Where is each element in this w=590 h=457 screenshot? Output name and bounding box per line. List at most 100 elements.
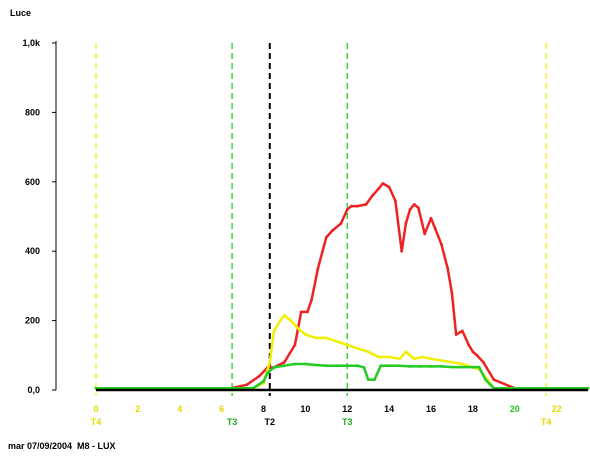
marker-label-3: T3	[342, 417, 353, 427]
series-0-point-12	[325, 236, 328, 239]
x-tick-label-6: 12	[342, 404, 352, 414]
series-2-point-15	[373, 378, 376, 381]
series-2-point-3	[266, 371, 269, 374]
series-1-point-21	[421, 356, 424, 359]
series-0-point-13	[331, 229, 334, 232]
series-2-point-4	[273, 366, 276, 369]
marker-label-4: T4	[541, 417, 552, 427]
series-2-point-20	[419, 365, 422, 368]
x-tick-label-4: 8	[261, 404, 266, 414]
series-2-point-5	[283, 364, 286, 367]
series-1-point-10	[314, 337, 317, 340]
series-2-point-24	[461, 366, 464, 369]
series-1-point-4	[273, 330, 276, 333]
series-0-point-8	[300, 311, 303, 314]
y-tick-label-4: 800	[25, 107, 40, 117]
x-tick-label-1: 2	[135, 404, 140, 414]
series-0-point-27	[413, 203, 416, 206]
series-0-point-38	[471, 350, 474, 353]
series-2-point-26	[478, 366, 481, 369]
series-1-point-22	[430, 357, 433, 360]
series-0-point-17	[356, 205, 359, 208]
series-1-point-9	[304, 333, 307, 336]
x-tick-label-3: 6	[219, 404, 224, 414]
series-2-point-11	[346, 364, 349, 367]
series-0-point-25	[404, 222, 407, 225]
series-0-point-9	[306, 311, 309, 314]
y-tick-label-5: 1,0k	[22, 38, 41, 48]
series-2-point-16	[379, 364, 382, 367]
series-0-point-36	[461, 330, 464, 333]
series-1-point-14	[356, 347, 359, 350]
series-0-point-26	[409, 208, 412, 211]
series-2-point-10	[335, 364, 338, 367]
series-2-point-17	[388, 364, 391, 367]
series-2-point-12	[356, 364, 359, 367]
series-line-0	[96, 184, 588, 389]
series-0-point-7	[293, 343, 296, 346]
series-1-point-11	[325, 337, 328, 340]
series-0-point-19	[371, 194, 374, 197]
series-0-point-37	[467, 343, 470, 346]
series-2-point-7	[304, 363, 307, 366]
series-0-point-39	[476, 354, 479, 357]
series-1-point-7	[289, 319, 292, 322]
series-1-point-23	[440, 359, 443, 362]
series-2-point-8	[314, 364, 317, 367]
series-0-point-30	[430, 217, 433, 220]
x-tick-label-2: 4	[177, 404, 182, 414]
x-tick-label-10: 20	[510, 404, 520, 414]
marker-label-0: T4	[91, 417, 102, 427]
series-0-point-29	[423, 232, 426, 235]
series-0-point-3	[258, 375, 261, 378]
series-1-point-6	[283, 314, 286, 317]
marker-label-1: T3	[227, 417, 238, 427]
series-0-point-20	[377, 187, 380, 190]
series-0-point-41	[492, 378, 495, 381]
y-tick-label-3: 600	[25, 177, 40, 187]
series-0-point-21	[381, 182, 384, 185]
series-2-point-27	[484, 378, 487, 381]
x-tick-label-11: 22	[552, 404, 562, 414]
series-0-point-16	[350, 205, 353, 208]
series-line-1	[96, 315, 588, 388]
series-0-point-18	[365, 203, 368, 206]
x-tick-label-0: 0	[93, 404, 98, 414]
series-1-point-16	[377, 356, 380, 359]
series-0-point-23	[394, 199, 397, 202]
series-1-point-3	[268, 361, 271, 364]
series-2-point-2	[262, 380, 265, 383]
marker-label-2: T2	[265, 417, 276, 427]
series-1-point-5	[279, 319, 282, 322]
series-2-point-6	[293, 363, 296, 366]
series-1-point-25	[461, 363, 464, 366]
series-0-point-14	[340, 222, 343, 225]
x-tick-label-5: 10	[300, 404, 310, 414]
series-2-point-23	[451, 366, 454, 369]
series-2-point-18	[398, 364, 401, 367]
series-0-point-11	[317, 267, 320, 270]
x-tick-label-8: 16	[426, 404, 436, 414]
series-1-point-13	[346, 343, 349, 346]
series-1-point-20	[413, 357, 416, 360]
series-0-point-28	[417, 206, 420, 209]
series-2-point-14	[367, 378, 370, 381]
series-1-point-15	[367, 350, 370, 353]
series-0-point-10	[310, 298, 313, 301]
series-0-point-40	[482, 361, 485, 364]
x-tick-label-9: 18	[468, 404, 478, 414]
series-2-point-9	[325, 364, 328, 367]
series-1-point-18	[398, 357, 401, 360]
series-2-point-13	[363, 366, 366, 369]
series-0-point-2	[245, 383, 248, 386]
series-2-point-22	[440, 365, 443, 368]
series-2-point-25	[471, 366, 474, 369]
series-0-point-6	[283, 361, 286, 364]
series-2-point-21	[430, 365, 433, 368]
series-1-point-12	[335, 340, 338, 343]
series-0-point-22	[388, 186, 391, 189]
series-0-point-31	[434, 227, 437, 230]
series-0-point-33	[446, 267, 449, 270]
